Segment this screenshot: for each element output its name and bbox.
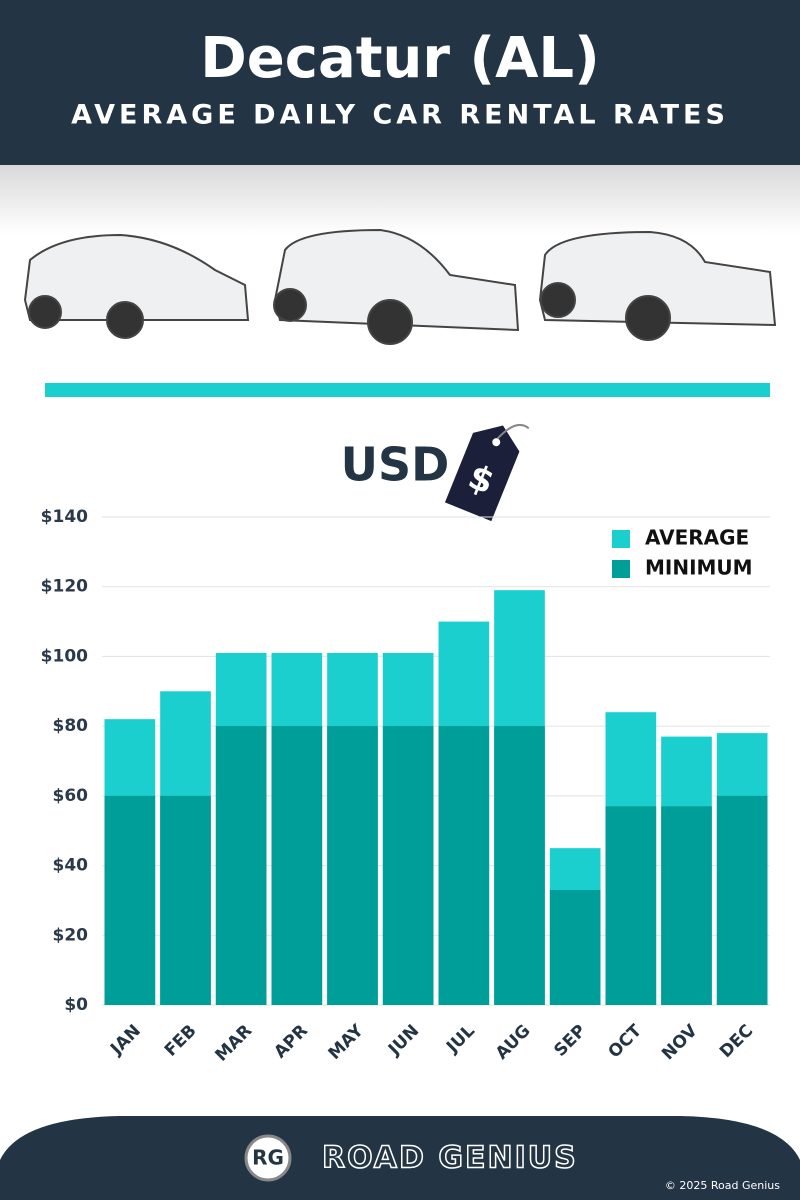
car-suv <box>273 228 520 332</box>
header-fade <box>0 165 800 235</box>
brand: ROAD GENIUS <box>322 1141 578 1176</box>
x-tick-label: MAY <box>325 1020 368 1063</box>
tag-shape <box>444 425 520 522</box>
car-hatchback <box>23 233 250 321</box>
bar <box>327 726 378 1005</box>
title: Decatur (AL) <box>200 26 599 91</box>
divider <box>45 383 770 397</box>
price-tag: $ <box>444 423 530 522</box>
x-tick-label: MAR <box>212 1021 257 1066</box>
y-tick-label: $60 <box>53 786 89 806</box>
logo-circle <box>244 1134 292 1182</box>
y-tick-label: $20 <box>53 925 89 945</box>
bar <box>215 726 267 1005</box>
y-tick-label: $120 <box>41 577 88 597</box>
y-tick-label: $80 <box>53 716 89 736</box>
subtitle: AVERAGE DAILY CAR RENTAL RATES <box>71 100 729 131</box>
legend-label: MINIMUM <box>645 556 753 580</box>
x-tick-label: JUN <box>384 1021 423 1060</box>
bar <box>160 795 211 1005</box>
car-images <box>23 228 777 345</box>
plot: $0 $20 $40 $60 $80 $100 $120 $140 JAN FEB MAR APR MA… <box>41 507 770 1066</box>
bar <box>661 806 712 1005</box>
y-tick-label: $0 <box>64 995 88 1015</box>
wheel <box>273 288 307 322</box>
bar <box>438 726 490 1005</box>
y-tick-label: $40 <box>53 856 89 876</box>
currency-label: USD <box>341 438 450 492</box>
x-tick-label: AUG <box>492 1021 535 1064</box>
bar <box>271 726 323 1005</box>
bar <box>549 889 601 1005</box>
header-band <box>0 0 800 165</box>
x-tick-label: APR <box>270 1021 312 1063</box>
x-tick-label: FEB <box>161 1021 201 1061</box>
bar <box>494 726 545 1005</box>
legend-swatch <box>612 560 630 578</box>
footer-band <box>0 1116 800 1200</box>
wheel <box>625 295 671 341</box>
x-tick-label: JAN <box>106 1021 145 1060</box>
legend-label: AVERAGE <box>645 526 749 550</box>
bar <box>382 726 434 1005</box>
wheel <box>106 301 144 339</box>
y-tick-label: $100 <box>41 646 88 666</box>
x-tick-label: DEC <box>716 1021 757 1062</box>
x-tick-label: NOV <box>658 1020 702 1064</box>
x-tick-label: SEP <box>550 1021 590 1061</box>
wheel <box>540 282 576 318</box>
y-tick-label: $140 <box>41 507 88 527</box>
wheel <box>28 295 62 329</box>
x-tick-label: OCT <box>605 1021 647 1063</box>
car-crossover <box>538 230 777 327</box>
legend-swatch <box>612 530 630 548</box>
bar <box>104 795 156 1005</box>
logo-text: RG <box>252 1146 284 1170</box>
bar <box>716 795 768 1005</box>
wheel <box>367 299 413 345</box>
x-tick-label: JUL <box>442 1021 479 1058</box>
tag-string <box>497 423 530 440</box>
copyright: © 2025 Road Genius <box>665 1179 780 1192</box>
bar <box>605 806 657 1005</box>
tag-hole <box>492 438 501 447</box>
